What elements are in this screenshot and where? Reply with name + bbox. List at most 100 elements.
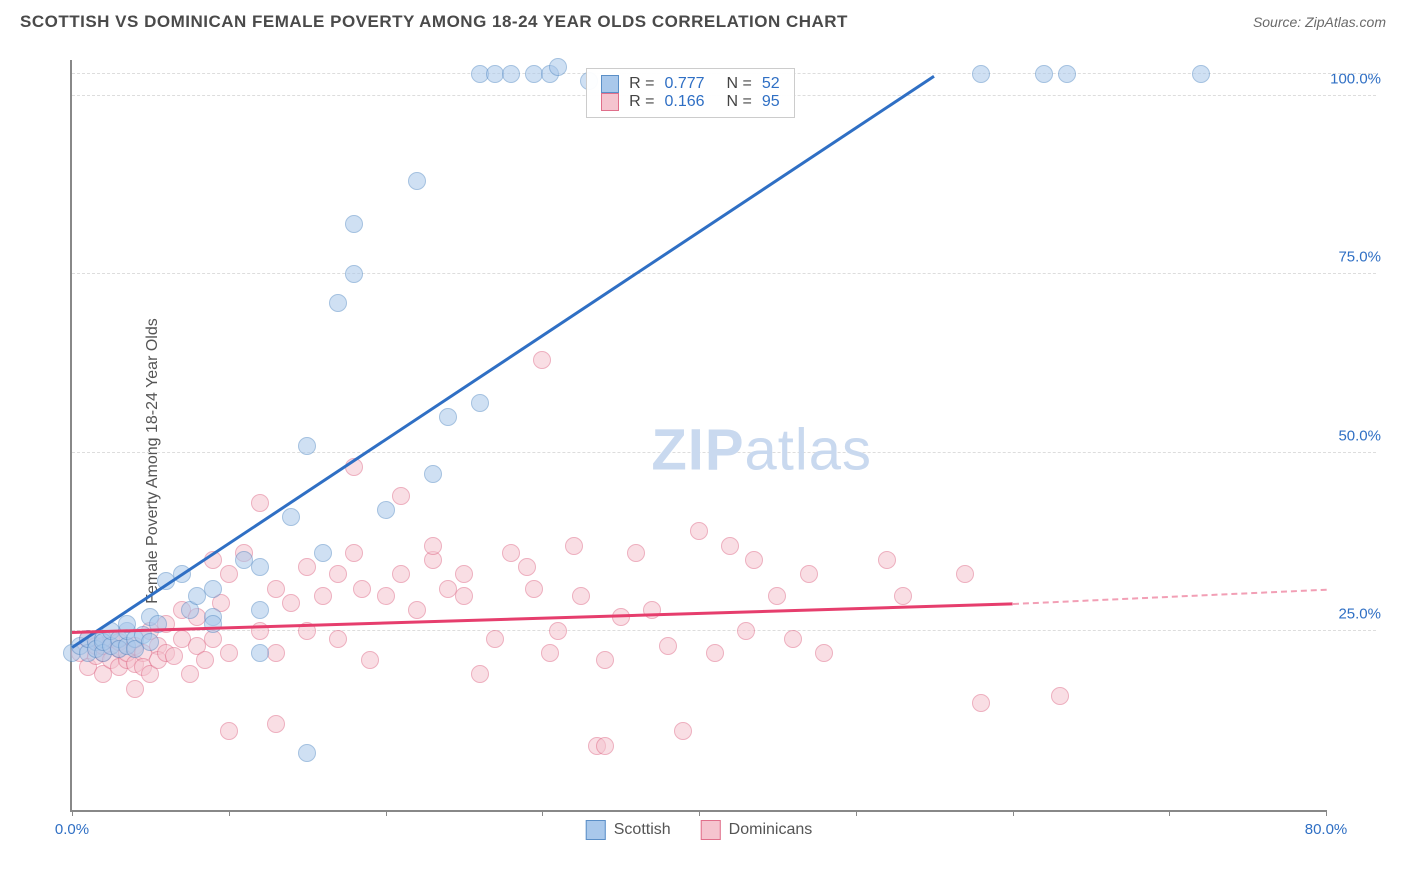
data-point xyxy=(439,408,457,426)
legend-item: Dominicans xyxy=(701,820,813,840)
data-point xyxy=(972,694,990,712)
stats-n-value: 52 xyxy=(762,75,780,93)
data-point xyxy=(141,633,159,651)
data-point xyxy=(878,551,896,569)
data-point xyxy=(345,265,363,283)
data-point xyxy=(525,580,543,598)
data-point xyxy=(455,565,473,583)
data-point xyxy=(1051,687,1069,705)
legend-label: Scottish xyxy=(614,821,671,839)
data-point xyxy=(314,587,332,605)
legend-label: Dominicans xyxy=(729,821,813,839)
x-tick-mark xyxy=(856,810,857,816)
stats-r-label: R = xyxy=(629,93,654,111)
data-point xyxy=(565,537,583,555)
watermark: ZIPatlas xyxy=(651,417,872,484)
data-point xyxy=(424,465,442,483)
data-point xyxy=(196,651,214,669)
legend-item: Scottish xyxy=(586,820,671,840)
x-tick-mark xyxy=(1169,810,1170,816)
data-point xyxy=(455,587,473,605)
x-tick-label: 0.0% xyxy=(55,821,89,838)
x-tick-mark xyxy=(1013,810,1014,816)
data-point xyxy=(690,522,708,540)
chart-header: SCOTTISH VS DOMINICAN FEMALE POVERTY AMO… xyxy=(0,0,1406,40)
data-point xyxy=(1035,65,1053,83)
data-point xyxy=(596,651,614,669)
x-tick-mark xyxy=(699,810,700,816)
data-point xyxy=(251,558,269,576)
data-point xyxy=(377,501,395,519)
data-point xyxy=(533,351,551,369)
data-point xyxy=(267,644,285,662)
data-point xyxy=(518,558,536,576)
data-point xyxy=(251,644,269,662)
chart-area: Female Poverty Among 18-24 Year Olds 25.… xyxy=(20,50,1386,872)
data-point xyxy=(815,644,833,662)
data-point xyxy=(392,487,410,505)
data-point xyxy=(894,587,912,605)
data-point xyxy=(220,722,238,740)
data-point xyxy=(737,622,755,640)
x-tick-mark xyxy=(229,810,230,816)
y-tick-label: 50.0% xyxy=(1338,427,1381,444)
data-point xyxy=(361,651,379,669)
data-point xyxy=(471,394,489,412)
stats-swatch xyxy=(601,93,619,111)
data-point xyxy=(126,680,144,698)
data-point xyxy=(267,580,285,598)
data-point xyxy=(745,551,763,569)
stats-n-label: N = xyxy=(727,75,752,93)
stats-n-value: 95 xyxy=(762,93,780,111)
data-point xyxy=(768,587,786,605)
data-point xyxy=(659,637,677,655)
data-point xyxy=(721,537,739,555)
y-tick-label: 75.0% xyxy=(1338,249,1381,266)
data-point xyxy=(596,737,614,755)
data-point xyxy=(353,580,371,598)
data-point xyxy=(220,644,238,662)
data-point xyxy=(502,65,520,83)
data-point xyxy=(314,544,332,562)
data-point xyxy=(424,537,442,555)
x-tick-mark xyxy=(542,810,543,816)
data-point xyxy=(220,565,238,583)
legend: Scottish Dominicans xyxy=(586,820,813,840)
data-point xyxy=(329,294,347,312)
data-point xyxy=(956,565,974,583)
data-point xyxy=(345,215,363,233)
data-point xyxy=(204,615,222,633)
chart-source: Source: ZipAtlas.com xyxy=(1253,14,1386,30)
data-point xyxy=(345,544,363,562)
data-point xyxy=(298,558,316,576)
data-point xyxy=(486,630,504,648)
data-point xyxy=(251,494,269,512)
x-tick-mark xyxy=(386,810,387,816)
data-point xyxy=(502,544,520,562)
data-point xyxy=(643,601,661,619)
y-tick-label: 25.0% xyxy=(1338,606,1381,623)
x-tick-mark xyxy=(1326,810,1327,816)
data-point xyxy=(972,65,990,83)
data-point xyxy=(267,715,285,733)
data-point xyxy=(408,601,426,619)
data-point xyxy=(282,508,300,526)
legend-swatch xyxy=(701,820,721,840)
stats-row: R = 0.166N = 95 xyxy=(601,93,780,111)
data-point xyxy=(282,594,300,612)
trend-line xyxy=(1012,589,1326,605)
data-point xyxy=(181,665,199,683)
data-point xyxy=(377,587,395,605)
data-point xyxy=(1192,65,1210,83)
data-point xyxy=(549,622,567,640)
data-point xyxy=(612,608,630,626)
legend-swatch xyxy=(586,820,606,840)
stats-row: R = 0.777N = 52 xyxy=(601,75,780,93)
plot-area: 25.0%50.0%75.0%100.0%0.0%80.0%ZIPatlasR … xyxy=(70,60,1326,812)
data-point xyxy=(298,437,316,455)
data-point xyxy=(627,544,645,562)
x-tick-mark xyxy=(72,810,73,816)
stats-r-value: 0.777 xyxy=(664,75,704,93)
data-point xyxy=(1058,65,1076,83)
data-point xyxy=(572,587,590,605)
